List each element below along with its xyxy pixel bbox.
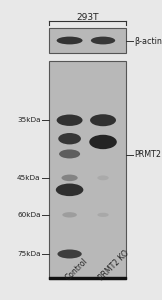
Ellipse shape — [57, 115, 83, 126]
Text: 60kDa: 60kDa — [17, 212, 40, 218]
Ellipse shape — [90, 114, 116, 126]
Ellipse shape — [58, 133, 81, 144]
Ellipse shape — [97, 176, 109, 180]
Text: β-actin: β-actin — [134, 37, 162, 46]
Text: 75kDa: 75kDa — [17, 251, 40, 257]
Ellipse shape — [58, 250, 82, 259]
Text: 45kDa: 45kDa — [17, 175, 40, 181]
Ellipse shape — [56, 184, 83, 196]
Ellipse shape — [57, 37, 83, 44]
Bar — [49, 28, 126, 52]
Ellipse shape — [62, 212, 77, 218]
Text: Control: Control — [63, 256, 89, 282]
Ellipse shape — [59, 149, 80, 158]
Text: 35kDa: 35kDa — [17, 117, 40, 123]
Ellipse shape — [89, 135, 117, 149]
Text: PRMT2: PRMT2 — [134, 150, 162, 159]
Ellipse shape — [91, 37, 115, 44]
Ellipse shape — [62, 175, 78, 181]
Ellipse shape — [97, 213, 109, 217]
Text: PRMT2 KO: PRMT2 KO — [97, 248, 131, 282]
Text: 293T: 293T — [76, 14, 99, 22]
Bar — [49, 61, 126, 279]
